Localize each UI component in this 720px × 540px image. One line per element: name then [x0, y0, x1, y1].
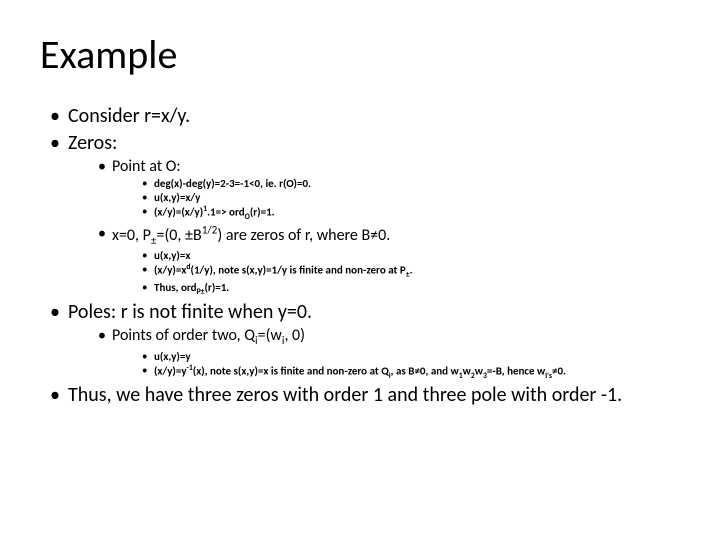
item-note1: (x/y)=xd(1/y), note s(x,y)=1/y is finite… — [142, 263, 680, 280]
item-zeros: Zeros: Point at O: deg(x)-deg(y)=2-3=-1<… — [50, 131, 680, 297]
x0-label: x=0, P±=(0, ±B1/2) are zeros of r, where… — [112, 226, 390, 245]
item-conclusion: Thus, we have three zeros with order 1 a… — [50, 383, 680, 407]
zeros-label: Zeros: — [68, 131, 117, 155]
point-o-label: Point at O: — [112, 157, 181, 176]
poles-label: Poles: r is not finite when y=0. — [68, 300, 312, 324]
item-uxy3: u(x,y)=y — [142, 350, 680, 363]
item-thus: Thus, ordP±(r)=1. — [142, 281, 680, 297]
item-deg: deg(x)-deg(y)=2-3=-1<0, ie. r(O)=0. — [142, 177, 680, 190]
item-x0: x=0, P±=(0, ±B1/2) are zeros of r, where… — [98, 224, 680, 298]
points-q-label: Points of order two, Qi=(wi, 0) — [112, 326, 305, 345]
item-point-o: Point at O: deg(x)-deg(y)=2-3=-1<0, ie. … — [98, 157, 680, 222]
bullet-list: Consider r=x/y. Zeros: Point at O: deg(x… — [50, 104, 680, 407]
item-points-q: Points of order two, Qi=(wi, 0) u(x,y)=y… — [98, 326, 680, 380]
slide-title: Example — [40, 30, 680, 79]
item-note2: (x/y)=y-1(x), note s(x,y)=x is finite an… — [142, 364, 680, 381]
item-poles: Poles: r is not finite when y=0. Points … — [50, 300, 680, 380]
item-ord1: (x/y)=(x/y)1.1=> ordO(r)=1. — [142, 205, 680, 222]
item-uxy2: u(x,y)=x — [142, 249, 680, 262]
item-consider: Consider r=x/y. — [50, 104, 680, 128]
item-uxy1: u(x,y)=x/y — [142, 191, 680, 204]
